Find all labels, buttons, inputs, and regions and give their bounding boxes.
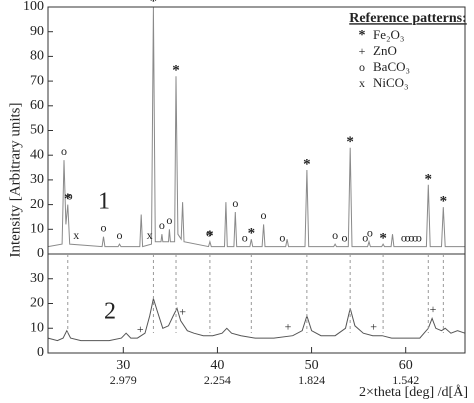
reference-marker: o	[232, 196, 238, 210]
reference-marker: o	[342, 230, 348, 244]
x-tick-label: 50	[305, 358, 319, 373]
pattern-label: 1	[98, 189, 110, 215]
legend-symbol: *	[359, 28, 366, 43]
reference-marker: o	[408, 230, 414, 244]
legend-title: Reference patterns:	[349, 11, 467, 26]
reference-marker: x	[147, 228, 153, 242]
y-tick-label: 40	[30, 147, 44, 162]
legend-label: NiCO₃	[373, 75, 409, 90]
legend-label: ZnO	[373, 43, 397, 58]
d-spacing-label: 1.542	[392, 373, 419, 387]
x-tick-label: 30	[116, 358, 130, 373]
reference-marker: *	[150, 0, 158, 9]
legend-symbol: +	[359, 44, 366, 58]
reference-marker: o	[367, 225, 373, 239]
y-tick-label: 20	[30, 197, 44, 212]
reference-marker: +	[370, 319, 377, 333]
y-axis-label: Intensity [Arbitrary units]	[7, 103, 23, 258]
pattern-line	[47, 296, 466, 342]
y-tick-label: 0	[37, 246, 44, 261]
reference-marker: *	[206, 228, 214, 244]
reference-marker: *	[379, 231, 387, 247]
reference-marker: *	[440, 194, 448, 210]
reference-marker: o	[416, 230, 422, 244]
y-tick-label: 90	[30, 24, 44, 39]
y-tick-label: 60	[30, 98, 44, 113]
reference-marker: +	[430, 302, 437, 316]
y-tick-label: 80	[30, 49, 44, 64]
reference-marker: o	[279, 230, 285, 244]
pattern-line	[47, 6, 465, 248]
y-tick-label: 10	[30, 222, 44, 237]
reference-marker: *	[64, 191, 72, 207]
reference-marker: o	[61, 144, 67, 158]
panel-frame	[47, 6, 466, 255]
x-tick-label: 60	[399, 358, 413, 373]
reference-marker: o	[412, 230, 418, 244]
legend-label: Fe₂O₃	[373, 27, 404, 42]
reference-marker: o	[332, 228, 338, 242]
reference-marker: *	[346, 134, 354, 150]
d-spacing-label: 2.254	[204, 373, 231, 387]
y-tick-label: 30	[30, 172, 44, 187]
panel-frame	[47, 253, 466, 354]
reference-marker: o	[117, 228, 123, 242]
reference-marker: o	[405, 230, 411, 244]
x-tick-label: 40	[210, 358, 224, 373]
reference-marker: +	[179, 305, 186, 319]
legend-symbol: o	[359, 60, 365, 74]
y-tick-label: 50	[30, 123, 44, 138]
reference-marker: *	[425, 171, 433, 187]
y-tick-label: 70	[30, 73, 44, 88]
reference-marker: *	[303, 156, 311, 172]
reference-marker: *	[172, 63, 180, 79]
reference-marker: o	[261, 208, 267, 222]
legend-symbol: x	[359, 76, 365, 90]
d-spacing-label: 1.824	[298, 373, 325, 387]
x-axis-label: 2×theta [deg] /d[Å]	[359, 384, 468, 400]
reference-marker: o	[206, 225, 212, 239]
reference-marker: o	[166, 213, 172, 227]
y-tick-label: 10	[30, 320, 44, 335]
reference-marker: o	[101, 220, 107, 234]
reference-marker: +	[285, 319, 292, 333]
d-spacing-label: 2.979	[110, 373, 137, 387]
reference-marker: o	[401, 230, 407, 244]
pattern-label: 2	[104, 299, 116, 325]
reference-marker: o	[362, 230, 368, 244]
y-tick-label: 20	[30, 296, 44, 311]
reference-marker: x	[73, 228, 79, 242]
reference-marker: o	[242, 230, 248, 244]
reference-marker: o	[159, 218, 165, 232]
y-tick-label: 100	[23, 0, 44, 14]
reference-marker: o	[67, 188, 73, 202]
y-tick-label: 30	[30, 271, 44, 286]
y-tick-label: 0	[37, 345, 44, 360]
reference-marker: *	[248, 226, 256, 242]
legend-label: BaCO₃	[373, 59, 410, 74]
reference-marker: +	[137, 322, 144, 336]
